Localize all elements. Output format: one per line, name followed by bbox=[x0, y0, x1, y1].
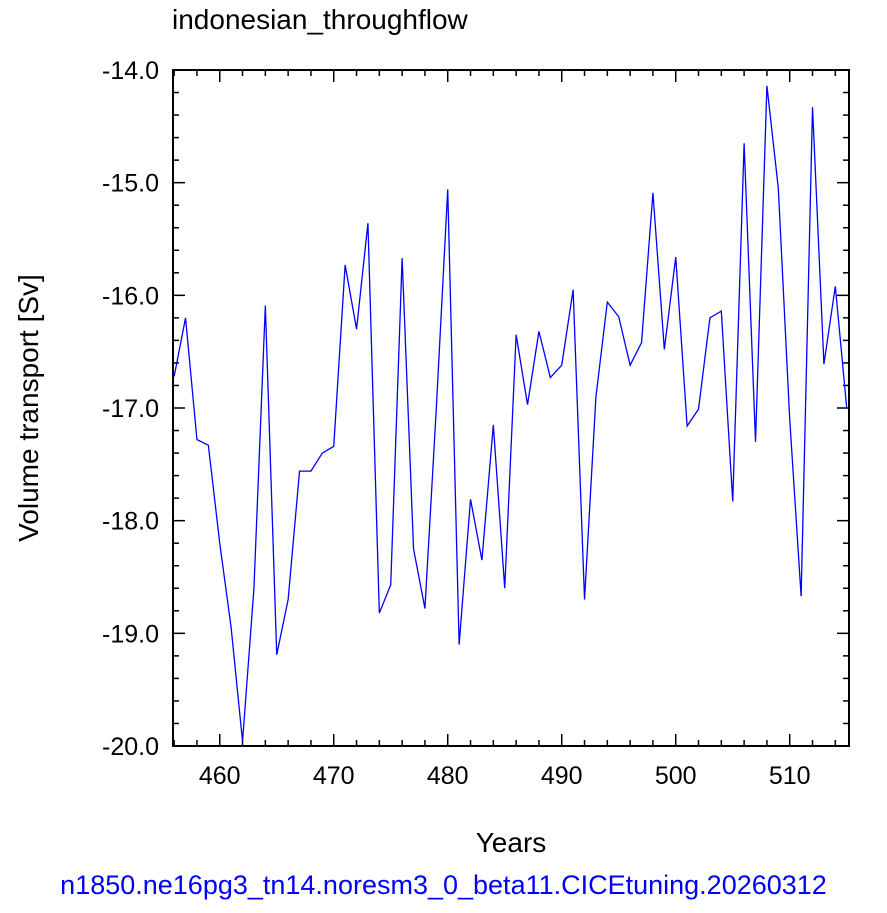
x-tick-label: 510 bbox=[769, 762, 811, 790]
x-axis-label: Years bbox=[476, 827, 547, 858]
x-tick-label: 470 bbox=[313, 762, 355, 790]
y-tick-label: -19.0 bbox=[102, 620, 159, 648]
series-line bbox=[173, 85, 848, 742]
y-tick-label: -17.0 bbox=[102, 395, 159, 423]
y-tick-label: -15.0 bbox=[102, 170, 159, 198]
y-tick-label: -20.0 bbox=[102, 733, 159, 761]
x-tick-label: 490 bbox=[541, 762, 583, 790]
axis-tick-labels: 460 470 480 490 500 510 -20.0 -19.0 -18.0 -17.0 -1… bbox=[102, 57, 811, 790]
chart-title: indonesian_throughflow bbox=[172, 4, 468, 35]
y-tick-label: -16.0 bbox=[102, 282, 159, 310]
y-tick-label: -14.0 bbox=[102, 57, 159, 85]
x-tick-label: 460 bbox=[199, 762, 241, 790]
y-tick-label: -18.0 bbox=[102, 508, 159, 536]
plot-frame bbox=[172, 69, 850, 747]
x-tick-label: 500 bbox=[655, 762, 697, 790]
axis-ticks bbox=[173, 69, 849, 747]
x-tick-label: 480 bbox=[427, 762, 469, 790]
y-axis-label: Volume transport [Sv] bbox=[13, 274, 44, 542]
run-caption: n1850.ne16pg3_tn14.noresm3_0_beta11.CICE… bbox=[60, 870, 827, 900]
